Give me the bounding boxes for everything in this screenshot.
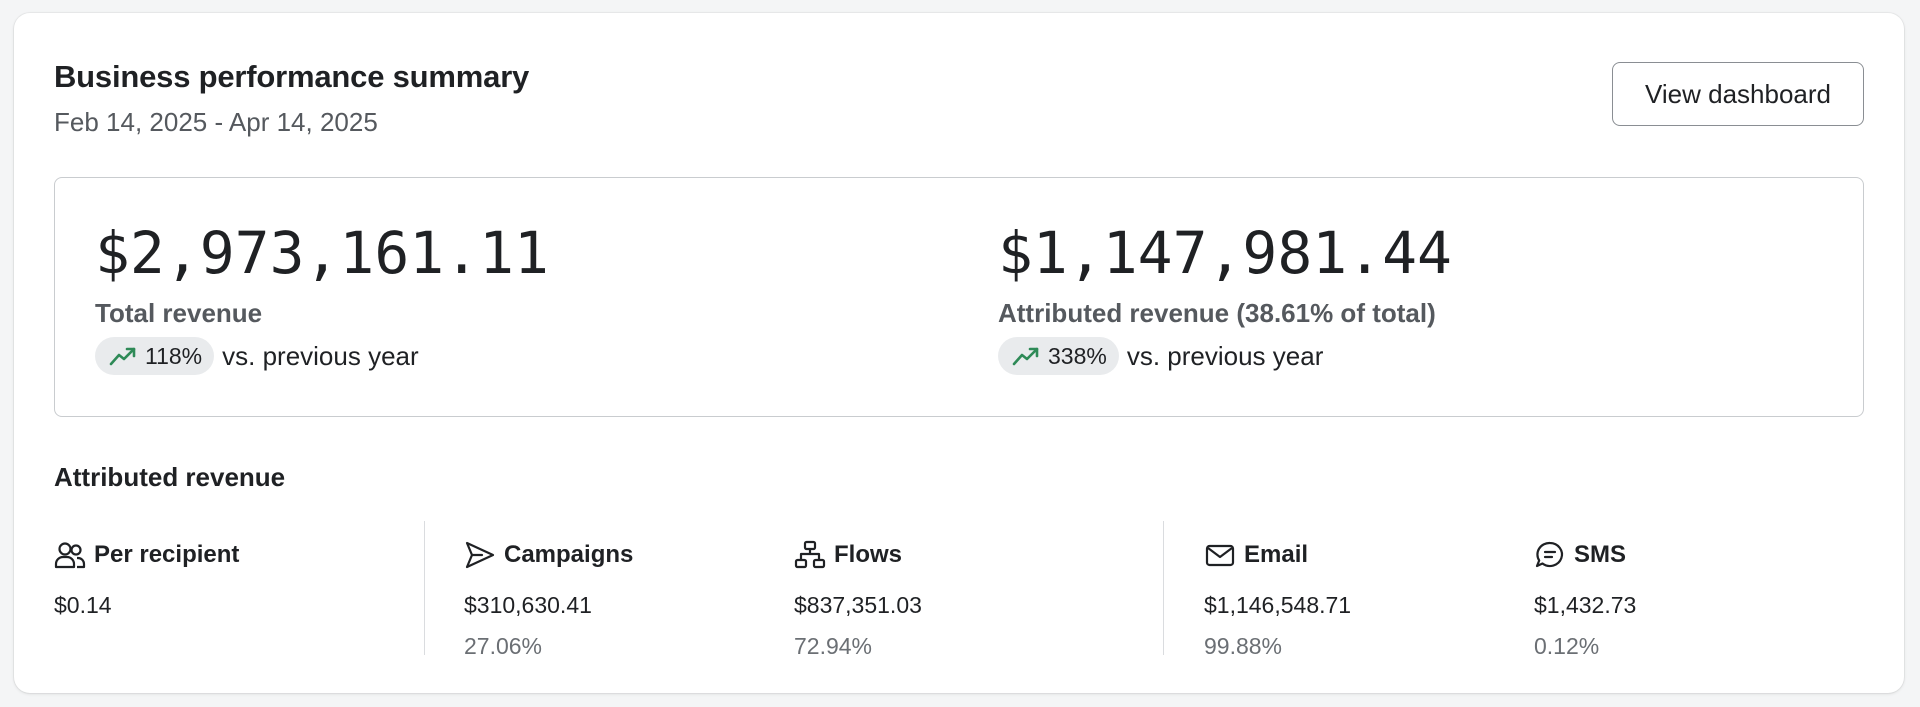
total-revenue-metric: $2,973,161.11 Total revenue 118% vs. pre… bbox=[95, 220, 549, 375]
column-header: Flows bbox=[794, 538, 922, 572]
column-label: Flows bbox=[834, 541, 903, 568]
column-header: Campaigns bbox=[464, 538, 633, 572]
column-header: Email bbox=[1204, 538, 1351, 572]
column-value: $0.14 bbox=[54, 592, 112, 618]
column-percent: 27.06% bbox=[464, 633, 543, 659]
column-percent: 99.88% bbox=[1204, 633, 1283, 659]
trend-comparison: vs. previous year bbox=[1126, 340, 1324, 371]
column-label: Email bbox=[1244, 541, 1309, 568]
attributed-revenue-value: $1,147,981.44 bbox=[998, 219, 1452, 287]
attributed-revenue-label: Attributed revenue (38.61% of total) bbox=[998, 298, 1436, 328]
column-value: $310,630.41 bbox=[464, 592, 592, 618]
column-header: SMS bbox=[1534, 538, 1636, 572]
send-icon bbox=[465, 541, 495, 569]
flow-icon bbox=[794, 540, 826, 569]
attributed-revenue-metric: $1,147,981.44 Attributed revenue (38.61%… bbox=[998, 220, 1452, 375]
email-column: Email $1,146,548.71 99.88% bbox=[1204, 538, 1351, 660]
chat-icon bbox=[1535, 541, 1564, 568]
total-revenue-trend: 118% vs. previous year bbox=[95, 337, 549, 375]
date-range: Feb 14, 2025 - Apr 14, 2025 bbox=[54, 107, 378, 137]
column-value: $1,146,548.71 bbox=[1204, 592, 1352, 618]
column-value: $1,432.73 bbox=[1534, 592, 1637, 618]
campaigns-column: Campaigns $310,630.41 27.06% bbox=[464, 538, 633, 660]
trend-badge: 338% bbox=[998, 337, 1119, 375]
column-label: Campaigns bbox=[504, 541, 634, 568]
revenue-summary-box: $2,973,161.11 Total revenue 118% vs. pre… bbox=[54, 177, 1864, 417]
column-value: $837,351.03 bbox=[794, 592, 922, 618]
total-revenue-label: Total revenue bbox=[95, 298, 263, 328]
column-divider bbox=[424, 521, 425, 655]
per-recipient-column: Per recipient $0.14 bbox=[54, 538, 239, 619]
business-performance-card: Business performance summary Feb 14, 202… bbox=[14, 13, 1904, 693]
trend-percent: 118% bbox=[145, 342, 203, 369]
column-percent: 72.94% bbox=[794, 633, 873, 659]
attributed-revenue-trend: 338% vs. previous year bbox=[998, 337, 1452, 375]
column-label: Per recipient bbox=[94, 541, 240, 568]
trend-comparison: vs. previous year bbox=[222, 340, 419, 371]
column-percent: 0.12% bbox=[1534, 633, 1600, 659]
total-revenue-value: $2,973,161.11 bbox=[95, 219, 549, 287]
trend-percent: 338% bbox=[1048, 342, 1107, 369]
column-label: SMS bbox=[1574, 541, 1627, 568]
column-header: Per recipient bbox=[54, 538, 239, 572]
mail-icon bbox=[1205, 544, 1235, 567]
sms-column: SMS $1,432.73 0.12% bbox=[1534, 538, 1636, 660]
attributed-revenue-section-title: Attributed revenue bbox=[54, 462, 286, 492]
column-divider bbox=[1163, 521, 1164, 655]
trend-badge: 118% bbox=[95, 337, 215, 375]
view-dashboard-button[interactable]: View dashboard bbox=[1612, 62, 1864, 126]
trend-up-icon bbox=[1012, 347, 1039, 366]
trend-up-icon bbox=[109, 347, 136, 366]
card-title: Business performance summary bbox=[54, 59, 530, 94]
users-icon bbox=[54, 542, 86, 569]
flows-column: Flows $837,351.03 72.94% bbox=[794, 538, 922, 660]
card-header: Business performance summary Feb 14, 202… bbox=[54, 59, 529, 138]
